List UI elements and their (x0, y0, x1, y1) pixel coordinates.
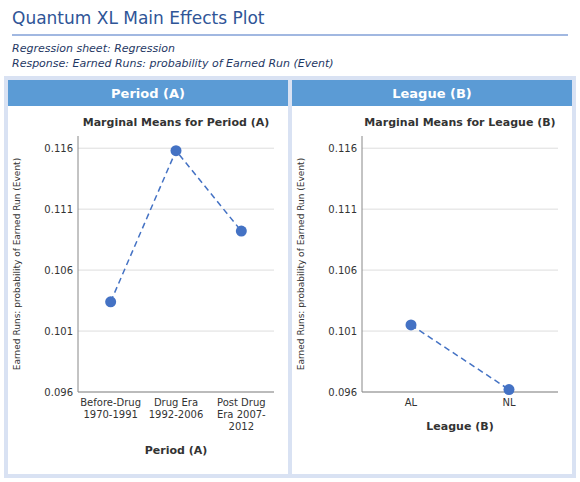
y-tick-label: 0.116 (44, 143, 73, 154)
x-tick-label: Post DrugEra 2007-2012 (217, 397, 266, 432)
data-point (236, 226, 247, 237)
grid-line (362, 392, 558, 393)
x-axis-label: Period (A) (145, 444, 208, 457)
chart-root: Quantum XL Main Effects Plot Regression s… (0, 0, 580, 482)
y-tick-label: 0.116 (328, 143, 357, 154)
subtitle: Regression sheet: Regression (12, 42, 175, 55)
data-point (171, 145, 182, 156)
y-tick-label: 0.111 (328, 204, 357, 215)
panel-body (8, 106, 288, 474)
y-tick-label: 0.106 (328, 265, 357, 276)
panel-body (292, 106, 572, 474)
main-title: Quantum XL Main Effects Plot (12, 8, 265, 28)
data-point (406, 319, 417, 330)
grid-line (78, 392, 274, 393)
data-line (411, 325, 509, 390)
panel-header (8, 80, 288, 106)
grid-line (362, 148, 558, 149)
y-axis-label: Earned Runs: probability of Earned Run (… (12, 158, 22, 370)
x-tick-label: Drug Era1992-2006 (149, 397, 204, 420)
x-axis-line (362, 392, 558, 393)
panel-header-text: Period (A) (111, 86, 185, 101)
grid-line (362, 209, 558, 210)
x-tick-label: AL (405, 397, 418, 408)
y-tick-label: 0.096 (328, 387, 357, 398)
y-axis-line (78, 136, 79, 392)
grid-line (362, 331, 558, 332)
y-tick-label: 0.096 (44, 387, 73, 398)
data-point (504, 384, 515, 395)
y-tick-label: 0.106 (44, 265, 73, 276)
marks (406, 319, 515, 395)
y-axis-line (362, 136, 363, 392)
y-tick-label: 0.101 (328, 326, 357, 337)
subtitle: Response: Earned Runs: probability of Ea… (12, 57, 334, 70)
y-tick-label: 0.111 (44, 204, 73, 215)
plot-title: Marginal Means for League (B) (364, 116, 555, 129)
plot-title: Marginal Means for Period (A) (83, 116, 269, 129)
panel-header (292, 80, 572, 106)
panel-header-text: League (B) (392, 86, 472, 101)
y-tick-label: 0.101 (44, 326, 73, 337)
outer-panel (4, 76, 576, 478)
data-line (111, 151, 242, 302)
x-tick-label: NL (502, 397, 515, 408)
marks (105, 145, 247, 307)
grid-line (78, 270, 274, 271)
x-axis-line (78, 392, 274, 393)
x-axis-label: League (B) (426, 420, 493, 433)
data-point (105, 296, 116, 307)
x-tick-label: Before-Drug1970-1991 (80, 397, 141, 420)
title-rule (12, 34, 568, 35)
grid-line (362, 270, 558, 271)
grid-line (78, 331, 274, 332)
y-axis-label: Earned Runs: probability of Earned Run (… (296, 158, 306, 370)
grid-line (78, 209, 274, 210)
